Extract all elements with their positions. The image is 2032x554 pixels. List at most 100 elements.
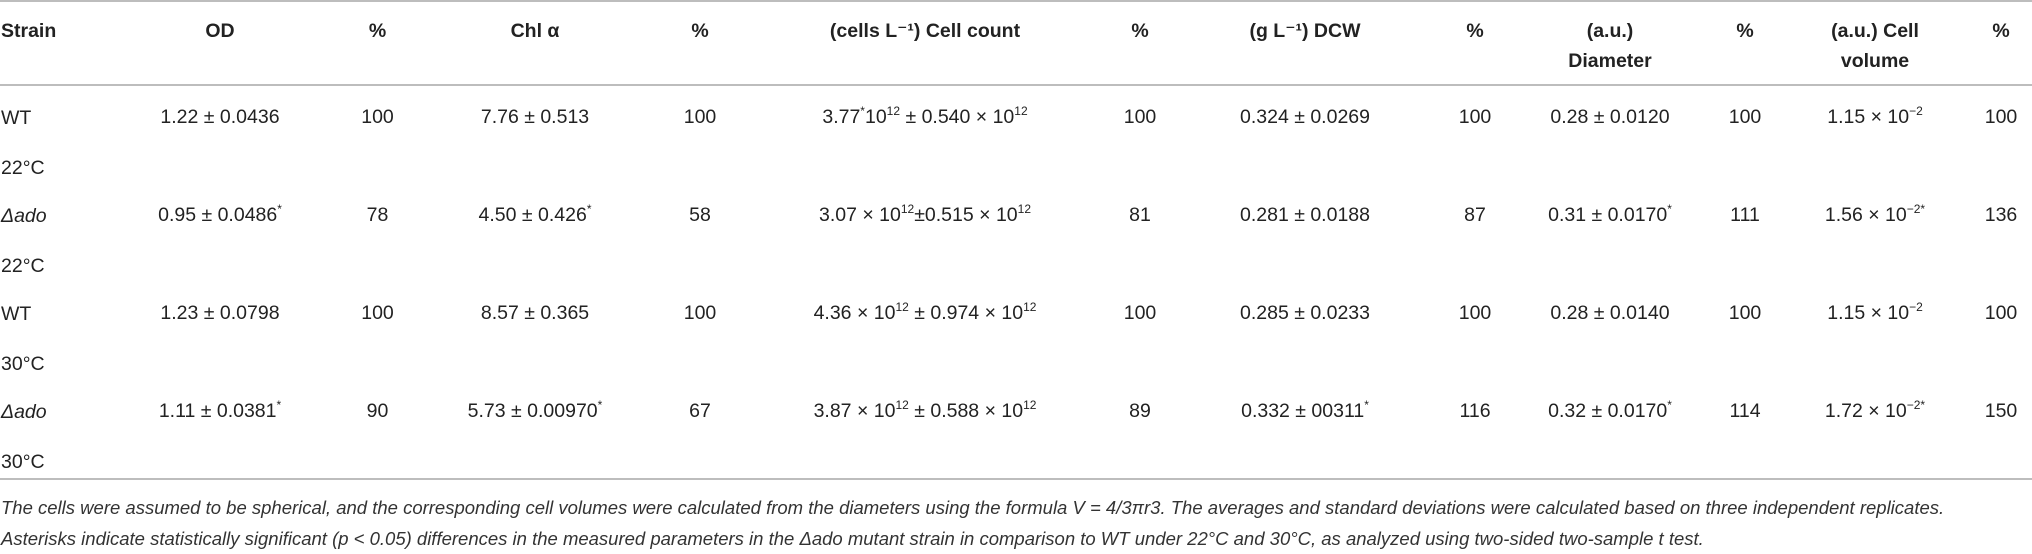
header-od-percent: % xyxy=(345,0,410,86)
diameter-percent: 114 xyxy=(1729,400,1761,422)
chl-percent: 67 xyxy=(689,400,711,422)
header-cell-count-percent: % xyxy=(1110,0,1170,86)
diameter-percent-cell: 111 xyxy=(1710,184,1780,282)
dcw-percent-cell: 116 xyxy=(1440,380,1510,480)
cell-count-percent: 100 xyxy=(1123,106,1157,128)
header-dcw: (g L⁻¹) DCW xyxy=(1170,0,1440,86)
cell-count-percent: 89 xyxy=(1129,400,1151,422)
od-percent-cell: 78 xyxy=(345,184,410,282)
header-row: Strain OD % Chl α % (cells L⁻¹) Cell cou… xyxy=(0,0,2032,86)
diameter-significance: * xyxy=(1667,398,1672,412)
header-cell-volume-percent: % xyxy=(1970,0,2032,86)
diameter-cell: 0.28 ± 0.0140 xyxy=(1510,282,1710,380)
strain-cell: WT 22°C xyxy=(0,85,95,184)
dcw-cell: 0.332 ± 00311* xyxy=(1170,380,1440,480)
cell-count-part-b-sup: 12 xyxy=(1014,104,1028,118)
cell-volume-percent: 100 xyxy=(1984,302,2018,324)
od-significance: * xyxy=(276,398,282,412)
dcw-significance: * xyxy=(1364,398,1369,412)
cell-count-percent: 81 xyxy=(1129,204,1151,226)
chl-percent: 58 xyxy=(689,204,711,226)
table-row: Δado 22°C 0.95 ± 0.0486* 78 4.50 ± 0.426* 58 3… xyxy=(0,184,2032,282)
dcw-percent: 87 xyxy=(1464,204,1486,226)
chl-cell: 4.50 ± 0.426* xyxy=(410,184,660,282)
cell-volume-percent: 100 xyxy=(1984,106,2018,128)
cell-count-part-a: 4.36 × 10 xyxy=(813,302,896,324)
diameter-cell: 0.32 ± 0.0170* xyxy=(1510,380,1710,480)
cell-count-part-a-sup: 12 xyxy=(895,398,909,412)
chl-significance: * xyxy=(586,202,592,216)
od-percent: 100 xyxy=(361,302,394,324)
diameter-value: 0.31 ± 0.0170 xyxy=(1548,204,1668,226)
chl-value: 8.57 ± 0.365 xyxy=(480,302,590,324)
cell-volume-percent-cell: 100 xyxy=(1970,85,2032,184)
dcw-percent-cell: 100 xyxy=(1440,85,1510,184)
diameter-cell: 0.31 ± 0.0170* xyxy=(1510,184,1710,282)
chl-percent-cell: 100 xyxy=(660,85,740,184)
cell-count-part-mid: 10 xyxy=(864,106,887,128)
cell-volume-percent-cell: 150 xyxy=(1970,380,2032,480)
dcw-percent-cell: 87 xyxy=(1440,184,1510,282)
diameter-value: 0.28 ± 0.0120 xyxy=(1550,106,1670,128)
dcw-cell: 0.324 ± 0.0269 xyxy=(1170,85,1440,184)
cell-volume-exponent: −2* xyxy=(1906,398,1926,412)
strain-cell: Δado 30°C xyxy=(0,380,95,480)
od-percent-cell: 90 xyxy=(345,380,410,480)
header-diameter-percent: % xyxy=(1710,0,1780,86)
chl-percent-cell: 100 xyxy=(660,282,740,380)
cell-count-percent-cell: 89 xyxy=(1110,380,1170,480)
cell-count-percent-cell: 100 xyxy=(1110,282,1170,380)
header-diameter: (a.u.) Diameter xyxy=(1510,0,1710,86)
od-value: 1.11 ± 0.0381 xyxy=(158,400,277,422)
cell-volume-percent: 150 xyxy=(1984,400,2018,422)
cell-count-part-a-sup: 12 xyxy=(900,202,915,216)
header-chl: Chl α xyxy=(410,0,660,86)
cell-count-percent-cell: 81 xyxy=(1110,184,1170,282)
cell-volume-exponent: −2* xyxy=(1906,202,1926,216)
cell-count-part-a-sup: 12 xyxy=(895,300,909,314)
cell-count-part-mid-sup: 12 xyxy=(886,104,901,118)
chl-percent: 100 xyxy=(683,106,717,128)
cell-count-percent: 100 xyxy=(1123,302,1157,324)
cell-volume-percent: 136 xyxy=(1984,204,2018,226)
cell-volume-value: 1.56 × 10 xyxy=(1824,204,1907,226)
table-row: WT 22°C 1.22 ± 0.0436 100 7.76 ± 0.513 100 3.7… xyxy=(0,85,2032,184)
header-cell-count: (cells L⁻¹) Cell count xyxy=(740,0,1110,86)
cell-count-part-mid-sup: 12 xyxy=(1023,398,1037,412)
diameter-percent: 100 xyxy=(1728,302,1762,324)
diameter-percent: 100 xyxy=(1728,106,1762,128)
chl-cell: 8.57 ± 0.365 xyxy=(410,282,660,380)
cell-volume-exponent: −2 xyxy=(1909,300,1923,314)
dcw-percent-cell: 100 xyxy=(1440,282,1510,380)
dcw-cell: 0.281 ± 0.0188 xyxy=(1170,184,1440,282)
dcw-value: 0.324 ± 0.0269 xyxy=(1240,106,1370,128)
cell-count-cell: 3.77*1012 ± 0.540 × 1012 xyxy=(740,85,1110,184)
cell-count-part-mid-sup: 12 xyxy=(1023,300,1037,314)
cell-count-part-mid: ±0.515 × 10 xyxy=(914,204,1018,226)
header-dcw-percent: % xyxy=(1440,0,1510,86)
strain-cell: Δado 22°C xyxy=(0,184,95,282)
dcw-percent: 116 xyxy=(1459,400,1491,422)
chl-cell: 7.76 ± 0.513 xyxy=(410,85,660,184)
header-cell-volume: (a.u.) Cell volume xyxy=(1780,0,1970,86)
diameter-cell: 0.28 ± 0.0120 xyxy=(1510,85,1710,184)
dcw-value: 0.281 ± 0.0188 xyxy=(1240,204,1370,226)
table-footnote: The cells were assumed to be spherical, … xyxy=(1,497,1945,549)
strain-name: Δado xyxy=(1,401,47,423)
cell-volume-cell: 1.15 × 10−2 xyxy=(1780,85,1970,184)
strain-temperature: 22°C xyxy=(1,157,45,179)
chl-significance: * xyxy=(597,398,603,412)
diameter-percent: 111 xyxy=(1730,204,1760,226)
cell-volume-exponent: −2 xyxy=(1909,104,1923,118)
chl-percent-cell: 58 xyxy=(660,184,740,282)
od-significance: * xyxy=(277,202,282,216)
cell-count-cell: 3.87 × 1012 ± 0.588 × 1012 xyxy=(740,380,1110,480)
cell-count-percent-cell: 100 xyxy=(1110,85,1170,184)
cell-count-part-b: ± 0.540 × 10 xyxy=(900,106,1015,128)
od-cell: 1.22 ± 0.0436 xyxy=(95,85,345,184)
diameter-significance: * xyxy=(1667,202,1672,216)
cell-count-part-mid-sup: 12 xyxy=(1017,202,1031,216)
diameter-value: 0.28 ± 0.0140 xyxy=(1550,302,1670,324)
od-cell: 1.23 ± 0.0798 xyxy=(95,282,345,380)
